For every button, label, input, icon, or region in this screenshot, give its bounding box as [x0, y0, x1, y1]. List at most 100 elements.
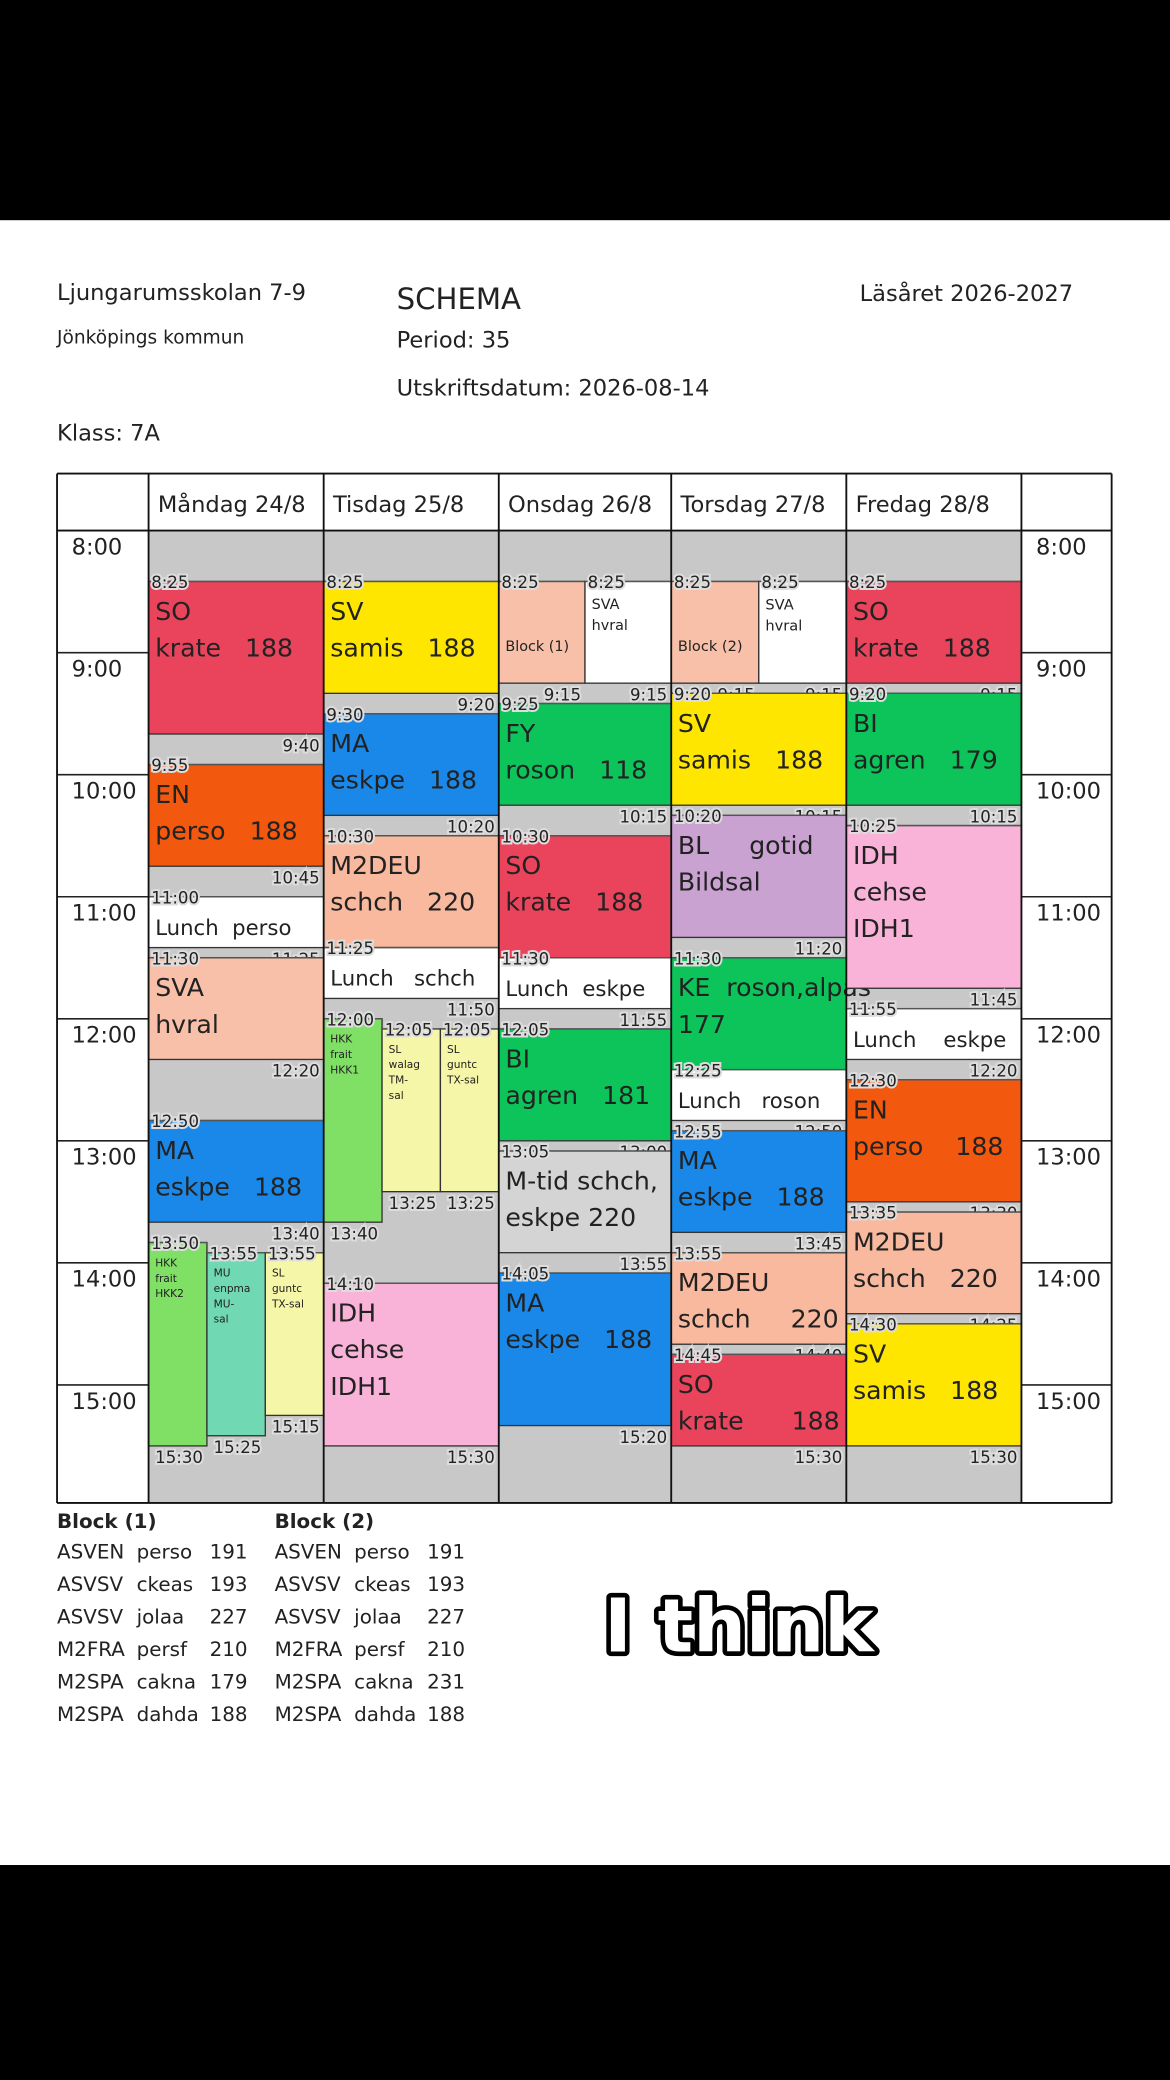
hour-label: 9:00 — [1036, 657, 1087, 683]
lesson-text: krate 188 — [155, 633, 293, 662]
end-time: 15:30 — [155, 1448, 203, 1467]
print-date: Utskriftsdatum: 2026-08-14 — [397, 375, 710, 401]
lesson-text: Block (2) — [678, 638, 743, 655]
lesson-text: hvral — [765, 617, 802, 634]
start-time: 12:30 — [849, 1071, 897, 1090]
lesson-text: eskpe 188 — [678, 1183, 825, 1212]
start-time: 12:50 — [151, 1112, 199, 1131]
lesson-text: MA — [678, 1146, 718, 1175]
lesson-text: krate 188 — [853, 633, 991, 662]
start-time: 10:20 — [674, 807, 722, 826]
start-time: 14:30 — [849, 1316, 897, 1335]
end-time: 13:40 — [272, 1224, 320, 1243]
school-year: Läsåret 2026-2027 — [860, 279, 1073, 307]
hour-label: 15:00 — [1036, 1389, 1101, 1415]
lesson-block — [845, 1211, 1023, 1315]
lesson-text: Lunch perso — [155, 916, 291, 941]
period: Period: 35 — [397, 328, 511, 354]
lesson-text: eskpe 188 — [155, 1172, 302, 1201]
end-time: 12:20 — [970, 1062, 1018, 1081]
lesson-block — [498, 1150, 672, 1254]
block-cell: 193 — [210, 1573, 248, 1596]
lesson-text: FY — [505, 719, 535, 748]
hour-label: 13:00 — [72, 1145, 137, 1171]
lesson-text: krate 188 — [678, 1406, 840, 1435]
school-name: Ljungarumsskolan 7-9 — [57, 280, 306, 306]
block-cell: 210 — [210, 1638, 248, 1661]
start-time: 8:25 — [674, 573, 711, 592]
lesson-text: Lunch schch — [330, 967, 475, 992]
hour-label: 10:00 — [1036, 779, 1101, 805]
lesson-block — [670, 580, 760, 684]
lesson-text: HKK1 — [330, 1063, 359, 1076]
block-cell: perso — [354, 1541, 410, 1564]
block-cell: 188 — [210, 1703, 248, 1726]
lesson-text: agren 181 — [505, 1081, 650, 1110]
end-time: 15:25 — [214, 1438, 262, 1457]
lesson-text: walag — [389, 1058, 420, 1071]
block-cell: cakna — [137, 1671, 196, 1694]
end-time: 11:20 — [795, 940, 843, 959]
lesson-text: hvral — [155, 1010, 219, 1039]
start-time: 11:25 — [326, 939, 374, 958]
block-cell: 227 — [427, 1606, 465, 1629]
lesson-text: MA — [505, 1288, 545, 1317]
lesson-block — [147, 957, 325, 1061]
start-time: 13:55 — [210, 1244, 258, 1263]
lesson-text: eskpe 188 — [330, 766, 477, 795]
lesson-text: EN — [853, 1095, 888, 1124]
start-time: 13:05 — [501, 1143, 549, 1162]
end-time: 13:55 — [619, 1255, 667, 1274]
lesson-text: HKK — [330, 1033, 353, 1046]
block-cell: M2FRA — [275, 1638, 343, 1661]
end-time: 10:45 — [272, 868, 320, 887]
start-time: 8:25 — [761, 573, 798, 592]
lesson-text: SO — [505, 851, 541, 880]
block-cell: jolaa — [353, 1606, 402, 1629]
lesson-text: frait — [330, 1048, 352, 1061]
lesson-block — [670, 814, 847, 939]
block-cell: ASVEN — [275, 1541, 342, 1564]
block-cell: M2SPA — [57, 1703, 124, 1726]
hour-label: 10:00 — [72, 779, 137, 805]
hour-label: 8:00 — [72, 534, 123, 560]
lesson-text: MA — [155, 1136, 195, 1165]
lesson-text: schch 220 — [853, 1264, 998, 1293]
hour-label: 9:00 — [72, 657, 123, 683]
end-time: 13:40 — [330, 1224, 378, 1243]
start-time: 8:25 — [588, 573, 625, 592]
lesson-text: SV — [330, 597, 364, 626]
end-time: 11:55 — [619, 1011, 667, 1030]
lesson-text: TX-sal — [446, 1074, 479, 1087]
start-time: 11:30 — [151, 949, 199, 968]
lesson-text: M2DEU — [330, 851, 422, 880]
lesson-text: M2DEU — [678, 1268, 770, 1297]
caption: I think — [604, 1583, 875, 1670]
block-cell: 193 — [427, 1573, 465, 1596]
end-time: 10:15 — [970, 807, 1018, 826]
lesson-text: schch 220 — [330, 888, 475, 917]
start-time: 9:20 — [674, 685, 711, 704]
lesson-block — [147, 1119, 325, 1223]
end-time: 15:15 — [272, 1418, 320, 1437]
start-time: 10:25 — [849, 817, 897, 836]
end-time: 15:30 — [970, 1448, 1018, 1467]
end-time: 11:45 — [970, 991, 1018, 1010]
block-cell: ckeas — [137, 1573, 194, 1596]
day-header: Onsdag 26/8 — [508, 492, 652, 518]
block-cell: cakna — [354, 1671, 413, 1694]
start-time: 10:30 — [501, 827, 549, 846]
block-cell: 179 — [210, 1671, 248, 1694]
start-time: 11:55 — [849, 1000, 897, 1019]
lesson-text: cehse — [330, 1335, 404, 1364]
lesson-block — [845, 824, 1023, 989]
lesson-block — [323, 835, 500, 949]
lesson-text: TM- — [388, 1074, 409, 1087]
end-time: 15:30 — [795, 1448, 843, 1467]
lesson-text: IDH — [853, 841, 899, 870]
hour-label: 15:00 — [72, 1389, 137, 1415]
lesson-text: MU — [214, 1267, 231, 1280]
lesson-text: hvral — [592, 618, 628, 634]
start-time: 8:25 — [849, 573, 886, 592]
block-cell: 227 — [210, 1606, 248, 1629]
